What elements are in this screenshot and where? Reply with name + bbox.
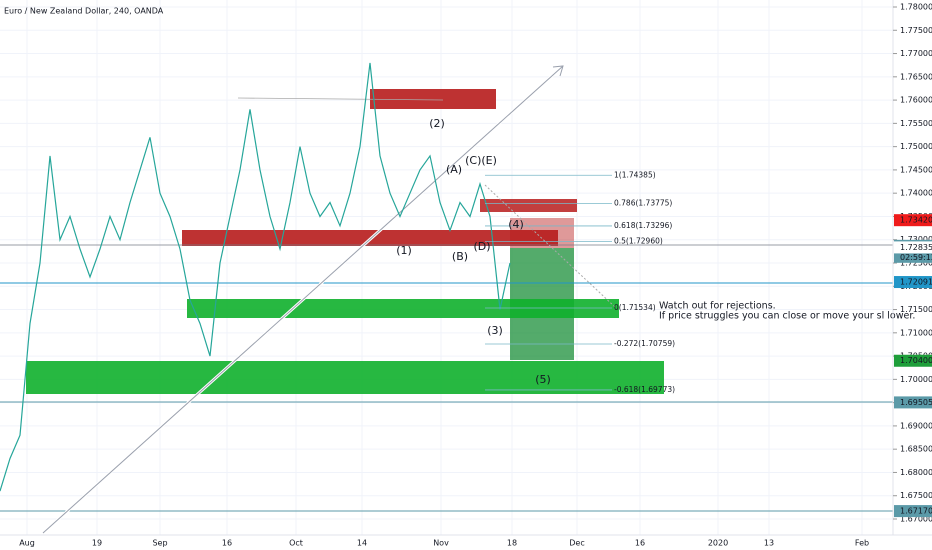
y-tick-label: 1.69000 xyxy=(900,421,932,430)
note: If price struggles you can close or move… xyxy=(659,311,915,322)
fib-label: 1(1.74385) xyxy=(614,170,656,179)
resistance-zone xyxy=(370,89,496,109)
y-tick-label: 1.74000 xyxy=(900,189,932,198)
trend-line xyxy=(42,65,564,534)
y-tick-label: 1.71500 xyxy=(900,305,932,314)
x-tick-label: Sep xyxy=(152,539,167,548)
x-tick-label: 16 xyxy=(635,539,645,548)
y-tick-label: 1.71000 xyxy=(900,328,932,337)
wave-label: (C)(E) xyxy=(465,154,497,167)
resistance-zone xyxy=(480,199,577,212)
price-label-bg xyxy=(894,396,932,409)
price-label: 1.72835 xyxy=(900,243,932,252)
price-label-bg xyxy=(894,276,932,289)
wave-label: (3) xyxy=(487,324,503,337)
y-tick-label: 1.77000 xyxy=(900,49,932,58)
x-tick-label: 13 xyxy=(764,539,774,548)
countdown: 02:59:12 xyxy=(900,253,932,262)
wave-label: (1) xyxy=(396,244,412,257)
countdown-bg xyxy=(894,251,932,263)
price-label: 1.73420 xyxy=(900,216,932,225)
support-zone xyxy=(26,361,664,394)
price-label-bg xyxy=(894,214,932,227)
x-tick-label: Feb xyxy=(855,539,869,548)
y-tick-label: 1.70000 xyxy=(900,375,932,384)
y-tick-label: 1.67000 xyxy=(900,515,932,524)
wave-label: (D) xyxy=(473,240,490,253)
x-tick-label: Oct xyxy=(289,539,303,548)
x-tick-label: Nov xyxy=(433,539,449,548)
fibonacci: 1(1.74385) 0.786(1.73775) 0.618(1.73296) 0.… xyxy=(485,170,675,394)
fib-label: 0(1.71534) xyxy=(614,303,656,312)
y-tick-label: 1.68000 xyxy=(900,468,932,477)
y-tick-label: 1.73000 xyxy=(900,235,932,244)
x-tick-label: Dec xyxy=(569,539,584,548)
price-label: 1.70400 xyxy=(900,356,932,365)
fib-label: -0.618(1.69773) xyxy=(614,385,675,394)
x-tick-label: 2020 xyxy=(708,539,728,548)
y-tick-label: 1.67500 xyxy=(900,491,932,500)
wave-label: (A) xyxy=(446,163,462,176)
fib-label: 0.618(1.73296) xyxy=(614,221,672,230)
x-tick-label: 16 xyxy=(222,539,232,548)
y-tick-label: 1.68500 xyxy=(900,445,932,454)
price-label-bg xyxy=(894,505,932,518)
y-tick-label: 1.76500 xyxy=(900,72,932,81)
y-tick-label: 1.75500 xyxy=(900,119,932,128)
y-tick-label: 1.75000 xyxy=(900,142,932,151)
fib-label: -0.272(1.70759) xyxy=(614,339,675,348)
price-label: 1.72091 xyxy=(900,278,932,287)
wave-label: (2) xyxy=(429,117,445,130)
projection-line xyxy=(484,184,616,308)
stop-zone xyxy=(510,218,574,248)
x-tick-label: 19 xyxy=(92,539,102,548)
x-tick-label: Aug xyxy=(19,539,35,548)
price-label-bg xyxy=(894,241,932,254)
x-tick-label: 14 xyxy=(357,539,367,548)
y-tick-label: 1.77500 xyxy=(900,26,932,35)
price-line xyxy=(0,62,511,492)
wave-label: (4) xyxy=(508,218,524,231)
price-label: 1.67170 xyxy=(900,507,932,516)
drawing-line xyxy=(237,97,444,101)
x-tick-label: 18 xyxy=(507,539,517,548)
fib-label: 0.786(1.73775) xyxy=(614,199,672,208)
price-label: 1.69505 xyxy=(900,398,932,407)
trend-arrow xyxy=(552,65,564,77)
wave-label: (B) xyxy=(452,250,468,263)
y-tick-label: 1.74500 xyxy=(900,165,932,174)
y-tick-label: 1.76000 xyxy=(900,96,932,105)
wave-label: (5) xyxy=(535,373,551,386)
waves: (2) (1) (A) (C)(E) (B) (D) (4) (3) (5) xyxy=(396,117,551,386)
y-tick-label: 1.72500 xyxy=(900,259,932,268)
y-tick-label: 1.78000 xyxy=(900,3,932,12)
price-label-bg xyxy=(894,354,932,367)
support-zone xyxy=(187,299,619,318)
fib-label: 0.5(1.72960) xyxy=(614,237,663,246)
note: Watch out for rejections. xyxy=(659,301,776,312)
chart-title: Euro / New Zealand Dollar, 240, OANDA xyxy=(4,7,164,16)
